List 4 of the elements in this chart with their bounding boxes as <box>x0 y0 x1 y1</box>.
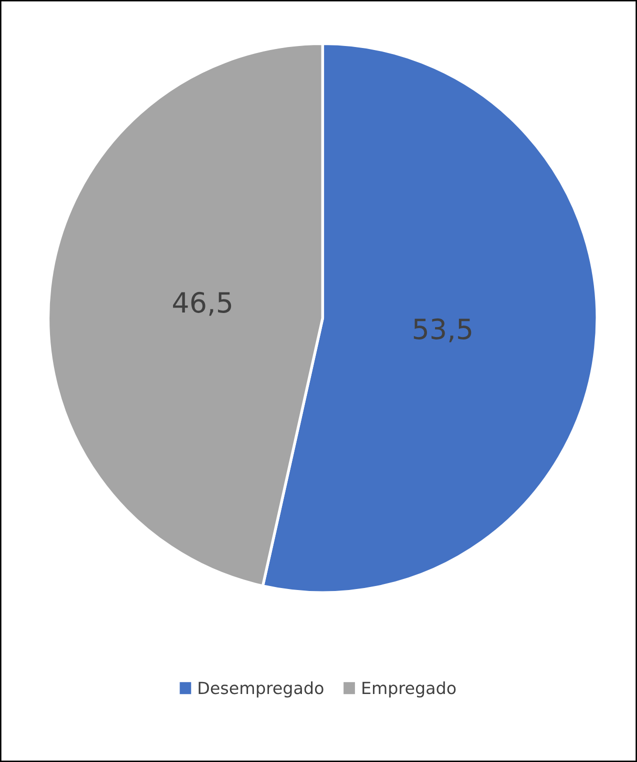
legend-label: Empregado <box>362 681 456 698</box>
data-label: 53,5 <box>414 318 472 342</box>
data-label: 46,5 <box>173 292 232 316</box>
legend-label: Desempregado <box>198 681 324 698</box>
